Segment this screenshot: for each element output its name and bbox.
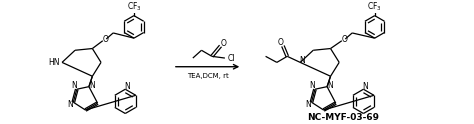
Text: NC-MYF-03-69: NC-MYF-03-69 [308,113,380,122]
Text: CF$_3$: CF$_3$ [367,1,382,13]
Text: TEA,DCM, rt: TEA,DCM, rt [187,73,228,79]
Text: N: N [71,81,77,90]
Text: N: N [362,82,368,91]
Text: O: O [102,34,108,44]
Text: N: N [328,81,333,90]
Text: N: N [310,81,315,90]
Text: O: O [277,38,283,47]
Text: Cl: Cl [228,54,236,63]
Text: N: N [90,81,95,90]
Text: N: N [305,100,311,109]
Text: N: N [124,82,130,91]
Text: O: O [341,34,347,44]
Text: CF$_3$: CF$_3$ [127,1,141,13]
Text: HN: HN [48,58,60,67]
Text: N: N [299,56,305,65]
Text: N: N [67,100,73,109]
Text: O: O [221,39,227,48]
